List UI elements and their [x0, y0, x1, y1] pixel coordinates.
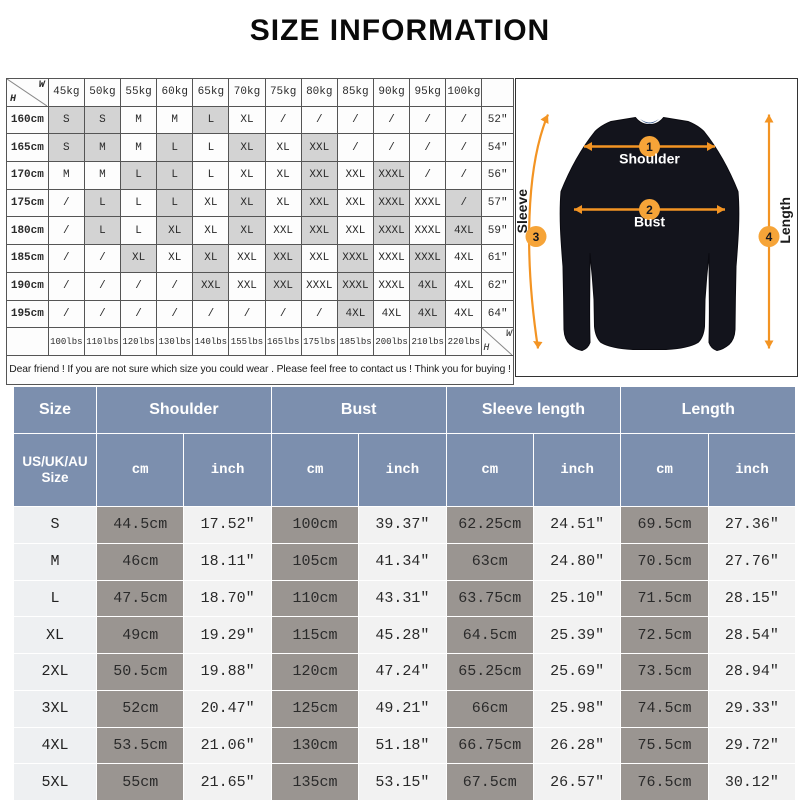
svg-text:Shoulder: Shoulder	[619, 151, 680, 167]
svg-text:3: 3	[533, 230, 540, 244]
svg-text:Bust: Bust	[634, 214, 665, 230]
svg-text:4: 4	[766, 230, 773, 244]
